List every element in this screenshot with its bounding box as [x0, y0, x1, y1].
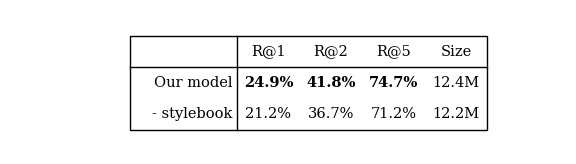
Text: R@1: R@1: [251, 44, 286, 59]
Text: 41.8%: 41.8%: [306, 76, 355, 90]
Text: 24.9%: 24.9%: [244, 76, 293, 90]
Text: Our model: Our model: [154, 76, 233, 90]
Text: R@5: R@5: [376, 44, 411, 59]
Text: 36.7%: 36.7%: [308, 107, 354, 121]
Text: 21.2%: 21.2%: [245, 107, 291, 121]
Text: - stylebook: - stylebook: [152, 107, 233, 121]
Text: Size: Size: [440, 44, 472, 59]
Text: 74.7%: 74.7%: [369, 76, 418, 90]
Text: 71.2%: 71.2%: [370, 107, 416, 121]
Text: 12.4M: 12.4M: [433, 76, 479, 90]
Text: R@2: R@2: [313, 44, 348, 59]
Text: 12.2M: 12.2M: [433, 107, 479, 121]
